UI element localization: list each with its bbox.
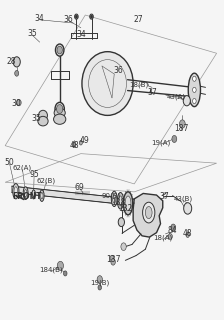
Text: 132: 132 <box>118 204 132 213</box>
Circle shape <box>121 243 126 251</box>
Text: 19(A): 19(A) <box>151 139 171 146</box>
Text: 62(B): 62(B) <box>37 178 56 184</box>
Ellipse shape <box>117 193 124 209</box>
Ellipse shape <box>40 190 44 201</box>
Ellipse shape <box>14 187 18 196</box>
Polygon shape <box>12 186 161 208</box>
Circle shape <box>171 224 176 231</box>
Circle shape <box>111 259 115 265</box>
Ellipse shape <box>32 190 35 199</box>
Ellipse shape <box>111 191 117 206</box>
Ellipse shape <box>90 14 93 19</box>
Text: 43(A): 43(A) <box>167 94 186 100</box>
Text: 35: 35 <box>27 29 37 38</box>
Text: 37: 37 <box>159 192 169 201</box>
Text: 90(B): 90(B) <box>101 192 121 199</box>
Text: 34: 34 <box>76 30 86 39</box>
Circle shape <box>57 261 63 270</box>
Text: 34: 34 <box>35 14 45 23</box>
Polygon shape <box>133 194 163 237</box>
Text: 18(A): 18(A) <box>154 235 173 241</box>
Circle shape <box>172 135 177 142</box>
Ellipse shape <box>38 116 48 126</box>
Circle shape <box>90 15 93 18</box>
Circle shape <box>97 276 102 283</box>
Text: 36: 36 <box>64 15 73 24</box>
Text: 18(B): 18(B) <box>129 82 148 88</box>
Ellipse shape <box>54 114 66 124</box>
Text: 30: 30 <box>11 100 21 108</box>
Text: 69: 69 <box>75 183 85 192</box>
Circle shape <box>118 218 125 227</box>
Circle shape <box>179 120 185 128</box>
Text: 36: 36 <box>114 66 124 75</box>
Text: 137: 137 <box>106 255 120 264</box>
Circle shape <box>98 285 101 290</box>
Ellipse shape <box>23 187 28 199</box>
Text: 27: 27 <box>134 15 144 24</box>
Circle shape <box>186 232 190 237</box>
Text: 48: 48 <box>69 141 79 150</box>
Circle shape <box>72 142 76 147</box>
Circle shape <box>57 46 62 54</box>
Ellipse shape <box>54 108 65 118</box>
Text: 184(B): 184(B) <box>40 267 63 273</box>
Circle shape <box>75 15 78 18</box>
Text: 62(A): 62(A) <box>13 165 32 171</box>
Ellipse shape <box>125 196 131 211</box>
Ellipse shape <box>56 44 64 56</box>
Text: 48: 48 <box>182 229 192 238</box>
Ellipse shape <box>13 184 19 199</box>
Text: 50: 50 <box>5 158 15 167</box>
Circle shape <box>193 99 196 104</box>
Ellipse shape <box>82 52 133 116</box>
Circle shape <box>193 87 196 92</box>
Circle shape <box>13 57 20 67</box>
Ellipse shape <box>188 73 200 107</box>
Circle shape <box>193 76 196 81</box>
Ellipse shape <box>75 14 78 19</box>
Text: 37: 37 <box>147 88 157 97</box>
Ellipse shape <box>123 192 133 215</box>
Text: 28: 28 <box>7 57 16 66</box>
Text: 138: 138 <box>111 197 125 206</box>
Ellipse shape <box>145 206 152 219</box>
Circle shape <box>110 255 114 261</box>
Ellipse shape <box>143 202 155 223</box>
Ellipse shape <box>119 196 122 205</box>
Circle shape <box>57 105 63 114</box>
Circle shape <box>15 70 19 76</box>
Ellipse shape <box>55 102 64 116</box>
Ellipse shape <box>24 190 27 197</box>
Circle shape <box>183 96 190 106</box>
Text: 43(B): 43(B) <box>174 196 193 202</box>
Ellipse shape <box>39 110 47 121</box>
Text: 187: 187 <box>174 124 188 133</box>
Text: 35: 35 <box>32 114 42 123</box>
Circle shape <box>184 203 192 214</box>
Circle shape <box>63 271 67 276</box>
Text: 84: 84 <box>168 226 177 235</box>
Circle shape <box>17 100 21 106</box>
Circle shape <box>168 234 172 239</box>
Text: 49: 49 <box>80 136 90 145</box>
Text: FRONT: FRONT <box>12 192 42 201</box>
Text: 19(B): 19(B) <box>90 279 109 286</box>
Ellipse shape <box>41 193 43 199</box>
Ellipse shape <box>113 195 116 203</box>
Text: 95: 95 <box>29 170 39 179</box>
Circle shape <box>79 140 82 145</box>
